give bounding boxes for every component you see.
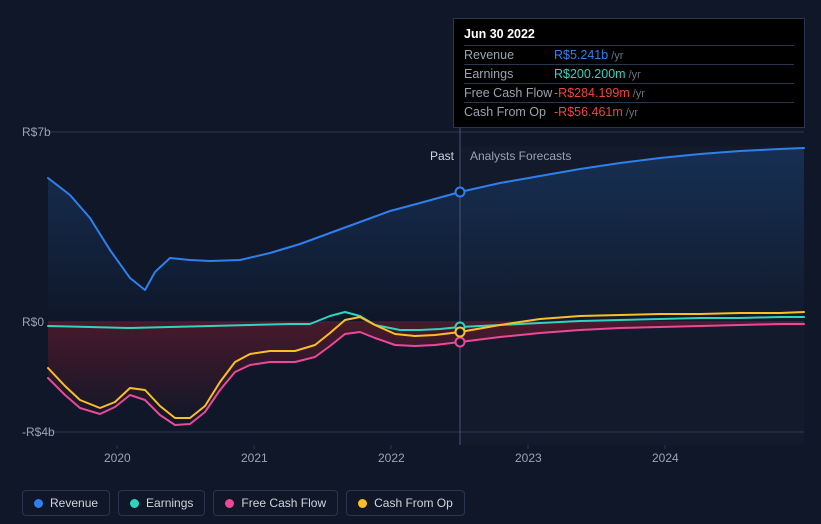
financials-chart: R$7b R$0 -R$4b 2020 2021 2022 2023 2024 … bbox=[0, 0, 821, 524]
legend-item-earnings[interactable]: Earnings bbox=[118, 490, 205, 516]
legend-swatch bbox=[358, 499, 367, 508]
tooltip-row-value: -R$56.461m bbox=[554, 105, 623, 119]
legend-label: Revenue bbox=[50, 496, 98, 510]
tooltip-row-value: R$5.241b bbox=[554, 48, 608, 62]
tooltip-row-suffix: /yr bbox=[611, 50, 623, 62]
tooltip-row-label: Free Cash Flow bbox=[464, 86, 554, 100]
x-tick-label: 2020 bbox=[104, 451, 131, 465]
tooltip-row-value: R$200.200m bbox=[554, 67, 626, 81]
legend-item-revenue[interactable]: Revenue bbox=[22, 490, 110, 516]
tooltip-row-cfo: Cash From Op -R$56.461m /yr bbox=[464, 103, 794, 121]
x-tick-label: 2024 bbox=[652, 451, 679, 465]
forecast-label: Analysts Forecasts bbox=[470, 149, 571, 163]
chart-tooltip: Jun 30 2022 Revenue R$5.241b /yr Earning… bbox=[453, 18, 805, 128]
legend-label: Earnings bbox=[146, 496, 193, 510]
legend-swatch bbox=[130, 499, 139, 508]
tooltip-row-earnings: Earnings R$200.200m /yr bbox=[464, 65, 794, 84]
tooltip-row-suffix: /yr bbox=[626, 107, 638, 119]
y-tick-label: R$7b bbox=[22, 125, 51, 139]
legend-swatch bbox=[225, 499, 234, 508]
past-label: Past bbox=[430, 149, 454, 163]
x-tick-label: 2023 bbox=[515, 451, 542, 465]
tooltip-row-revenue: Revenue R$5.241b /yr bbox=[464, 46, 794, 65]
tooltip-row-value: -R$284.199m bbox=[554, 86, 630, 100]
tooltip-row-suffix: /yr bbox=[633, 88, 645, 100]
legend-label: Cash From Op bbox=[374, 496, 453, 510]
legend-item-fcf[interactable]: Free Cash Flow bbox=[213, 490, 338, 516]
tooltip-row-suffix: /yr bbox=[629, 69, 641, 81]
tooltip-row-label: Revenue bbox=[464, 48, 554, 62]
y-tick-label: -R$4b bbox=[22, 425, 55, 439]
legend-item-cfo[interactable]: Cash From Op bbox=[346, 490, 465, 516]
legend: Revenue Earnings Free Cash Flow Cash Fro… bbox=[22, 490, 465, 516]
tooltip-row-fcf: Free Cash Flow -R$284.199m /yr bbox=[464, 84, 794, 103]
legend-label: Free Cash Flow bbox=[241, 496, 326, 510]
x-tick-label: 2021 bbox=[241, 451, 268, 465]
legend-swatch bbox=[34, 499, 43, 508]
tooltip-date: Jun 30 2022 bbox=[464, 25, 794, 46]
tooltip-row-label: Cash From Op bbox=[464, 105, 554, 119]
x-tick-label: 2022 bbox=[378, 451, 405, 465]
tooltip-row-label: Earnings bbox=[464, 67, 554, 81]
y-tick-label: R$0 bbox=[22, 315, 44, 329]
